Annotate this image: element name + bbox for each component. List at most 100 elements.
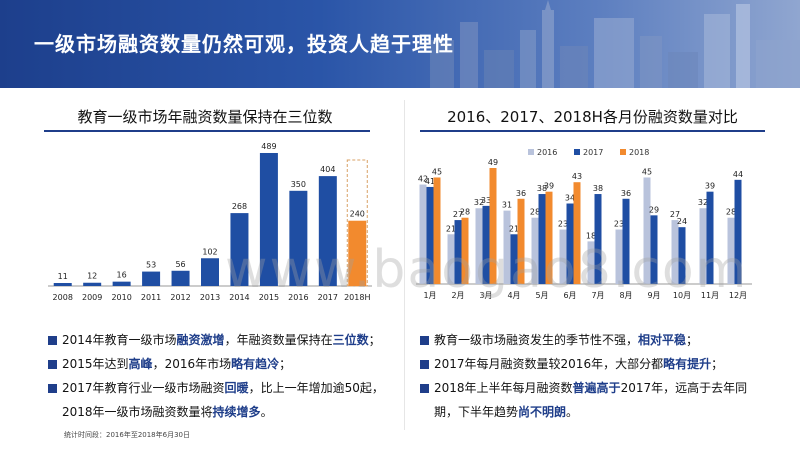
- right-bar: [454, 220, 462, 284]
- bullet-emphasis: 回暖: [224, 381, 249, 395]
- right-x-tick-label: 1月: [423, 291, 436, 300]
- right-bar-value-label: 29: [649, 205, 659, 214]
- right-bar-value-label: 49: [488, 158, 498, 167]
- right-x-tick-label: 7月: [591, 291, 604, 300]
- panel-divider: [404, 100, 405, 430]
- left-bar-value-label: 56: [175, 260, 185, 269]
- left-bar-value-label: 489: [261, 142, 276, 151]
- right-legend-swatch: [574, 149, 580, 155]
- bullet-emphasis: 相对平稳: [638, 333, 687, 347]
- bullet-marker: [420, 336, 429, 345]
- bullet-text: 2018年一级市场融资数量将: [62, 405, 213, 419]
- right-bar-value-label: 44: [733, 170, 743, 179]
- right-bar: [461, 217, 469, 284]
- right-x-tick-label: 12月: [729, 291, 747, 300]
- bullet-marker: [420, 360, 429, 369]
- right-bar-value-label: 28: [460, 208, 470, 217]
- left-x-tick-label: 2013: [200, 293, 220, 302]
- right-bar-value-label: 23: [614, 220, 624, 229]
- right-x-tick-label: 5月: [535, 291, 548, 300]
- bullet-item: 2018年上半年每月融资数普遍高于2017年，远高于去年同: [420, 376, 747, 400]
- right-bar: [482, 205, 490, 284]
- bullet-emphasis: 持续增多: [212, 405, 261, 419]
- right-bar-value-label: 18: [586, 231, 596, 240]
- bullet-text: 。: [260, 405, 273, 419]
- bullet-emphasis: 融资激增: [176, 333, 225, 347]
- right-bar-value-label: 45: [432, 167, 442, 176]
- right-bar: [475, 208, 483, 284]
- right-bar-value-label: 39: [544, 182, 554, 191]
- right-bar: [594, 194, 602, 284]
- right-bar-value-label: 43: [572, 172, 582, 181]
- right-bar-value-label: 34: [565, 194, 575, 203]
- right-legend-swatch: [528, 149, 534, 155]
- bullet-text: ；: [279, 357, 292, 371]
- right-bar: [447, 234, 455, 284]
- right-bar-value-label: 36: [516, 189, 526, 198]
- right-bar: [706, 191, 714, 284]
- right-bar-value-label: 39: [705, 182, 715, 191]
- bullet-emphasis: 三位数: [332, 333, 369, 347]
- right-bar-value-label: 42: [418, 175, 428, 184]
- right-bar: [671, 220, 679, 284]
- left-x-tick-label: 2017: [318, 293, 338, 302]
- bullet-text: 2017年教育行业一级市场融资: [62, 381, 225, 395]
- bullet-marker: [48, 360, 57, 369]
- bullet-text: 2017年，远高于去年同: [620, 381, 748, 395]
- header-banner: 一级市场融资数量仍然可观，投资人趋于理性: [0, 0, 800, 88]
- right-title-underline: [420, 130, 765, 132]
- right-bar: [426, 186, 434, 284]
- right-bar: [517, 198, 525, 284]
- bullet-text: ；: [711, 357, 724, 371]
- right-bar: [587, 241, 595, 284]
- right-bar-value-label: 38: [537, 184, 547, 193]
- right-x-tick-label: 11月: [701, 291, 719, 300]
- right-bar-value-label: 38: [593, 184, 603, 193]
- right-bar-value-label: 21: [446, 224, 456, 233]
- right-bar: [573, 182, 581, 284]
- right-bar: [650, 215, 658, 284]
- left-x-tick-label: 2010: [111, 293, 131, 302]
- left-x-tick-label: 2018H: [344, 293, 370, 302]
- bullet-text: 期，下半年趋势: [434, 405, 519, 419]
- right-bar-value-label: 21: [509, 224, 519, 233]
- right-x-tick-label: 3月: [479, 291, 492, 300]
- right-bar-value-label: 31: [502, 201, 512, 210]
- right-bar: [622, 198, 630, 284]
- bullet-text: 2015年达到: [62, 357, 129, 371]
- bullet-text: 教育一级市场融资发生的季节性不强，: [434, 333, 639, 347]
- bullet-text: 2018年上半年每月融资数: [434, 381, 573, 395]
- right-bar-value-label: 28: [530, 208, 540, 217]
- right-bar-value-label: 32: [698, 198, 708, 207]
- city-skyline-image: [430, 0, 800, 88]
- left-x-tick-label: 2011: [141, 293, 161, 302]
- bullet-marker: [48, 336, 57, 345]
- bullet-text: ，年融资数量保持在: [224, 333, 333, 347]
- bullet-text: ，比上一年增加逾50起，: [248, 381, 384, 395]
- right-bar-value-label: 45: [642, 167, 652, 176]
- right-x-tick-label: 6月: [563, 291, 576, 300]
- right-bar: [510, 234, 518, 284]
- left-bar-value-label: 11: [58, 272, 68, 281]
- right-legend-label: 2016: [537, 148, 557, 157]
- right-legend-swatch: [620, 149, 626, 155]
- left-bar: [171, 270, 190, 286]
- bullet-emphasis: 尚不明朗: [518, 405, 567, 419]
- left-bar-value-label: 268: [232, 202, 247, 211]
- page-title: 一级市场融资数量仍然可观，投资人趋于理性: [34, 32, 454, 56]
- bullet-emphasis: 略有趋冷: [231, 357, 280, 371]
- right-bar: [433, 177, 441, 284]
- left-bar: [53, 283, 72, 286]
- right-x-tick-label: 8月: [619, 291, 632, 300]
- left-bar: [348, 220, 367, 286]
- left-bar-value-label: 16: [117, 271, 127, 280]
- right-bar: [419, 184, 427, 284]
- left-title-underline: [44, 130, 370, 132]
- right-x-tick-label: 4月: [507, 291, 520, 300]
- right-legend-label: 2017: [583, 148, 603, 157]
- right-bar-value-label: 41: [425, 177, 435, 186]
- left-bar-value-label: 404: [320, 165, 335, 174]
- right-bar: [678, 227, 686, 284]
- right-x-tick-label: 9月: [647, 291, 660, 300]
